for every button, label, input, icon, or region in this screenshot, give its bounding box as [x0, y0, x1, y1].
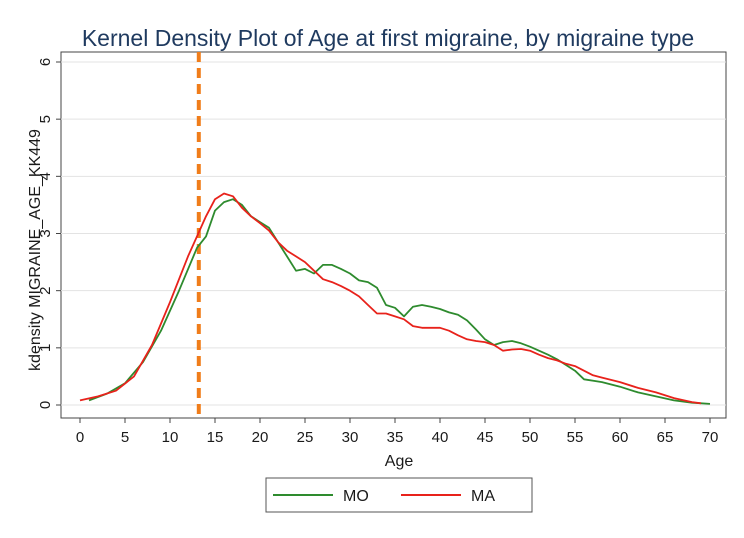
- x-tick-label: 20: [252, 429, 269, 446]
- legend-label-ma: MA: [471, 488, 495, 505]
- y-tick-label: 5: [37, 115, 54, 123]
- y-tick-label: 1: [37, 344, 54, 352]
- x-tick-label: 5: [121, 429, 129, 446]
- series-line-ma: [79, 192, 702, 405]
- legend-label-mo: MO: [343, 488, 369, 505]
- x-tick-label: 10: [162, 429, 179, 446]
- plot-area: [60, 51, 727, 419]
- x-tick-label: 35: [387, 429, 404, 446]
- x-tick-label: 60: [612, 429, 629, 446]
- x-tick-label: 50: [522, 429, 539, 446]
- series-layer: [79, 192, 711, 405]
- y-tick-label: 4: [37, 172, 54, 180]
- x-tick-label: 65: [657, 429, 674, 446]
- x-tick-label: 30: [342, 429, 359, 446]
- x-axis-title: Age: [385, 453, 414, 470]
- x-tick-label: 55: [567, 429, 584, 446]
- chart-title: Kernel Density Plot of Age at first migr…: [82, 25, 694, 51]
- x-tick-label: 15: [207, 429, 224, 446]
- gridlines: [61, 61, 726, 406]
- x-tick-label: 45: [477, 429, 494, 446]
- x-tick-label: 70: [702, 429, 719, 446]
- y-tick-label: 2: [37, 286, 54, 294]
- legend: MO MA: [265, 477, 533, 513]
- y-tick-label: 3: [37, 229, 54, 237]
- y-tick-label: 0: [37, 401, 54, 409]
- x-tick-label: 25: [297, 429, 314, 446]
- y-tick-label: 6: [37, 58, 54, 66]
- y-axis-title: kdensity MIGRAINE_AGE_KK449: [27, 129, 44, 371]
- x-tick-label: 0: [76, 429, 84, 446]
- x-tick-label: 40: [432, 429, 449, 446]
